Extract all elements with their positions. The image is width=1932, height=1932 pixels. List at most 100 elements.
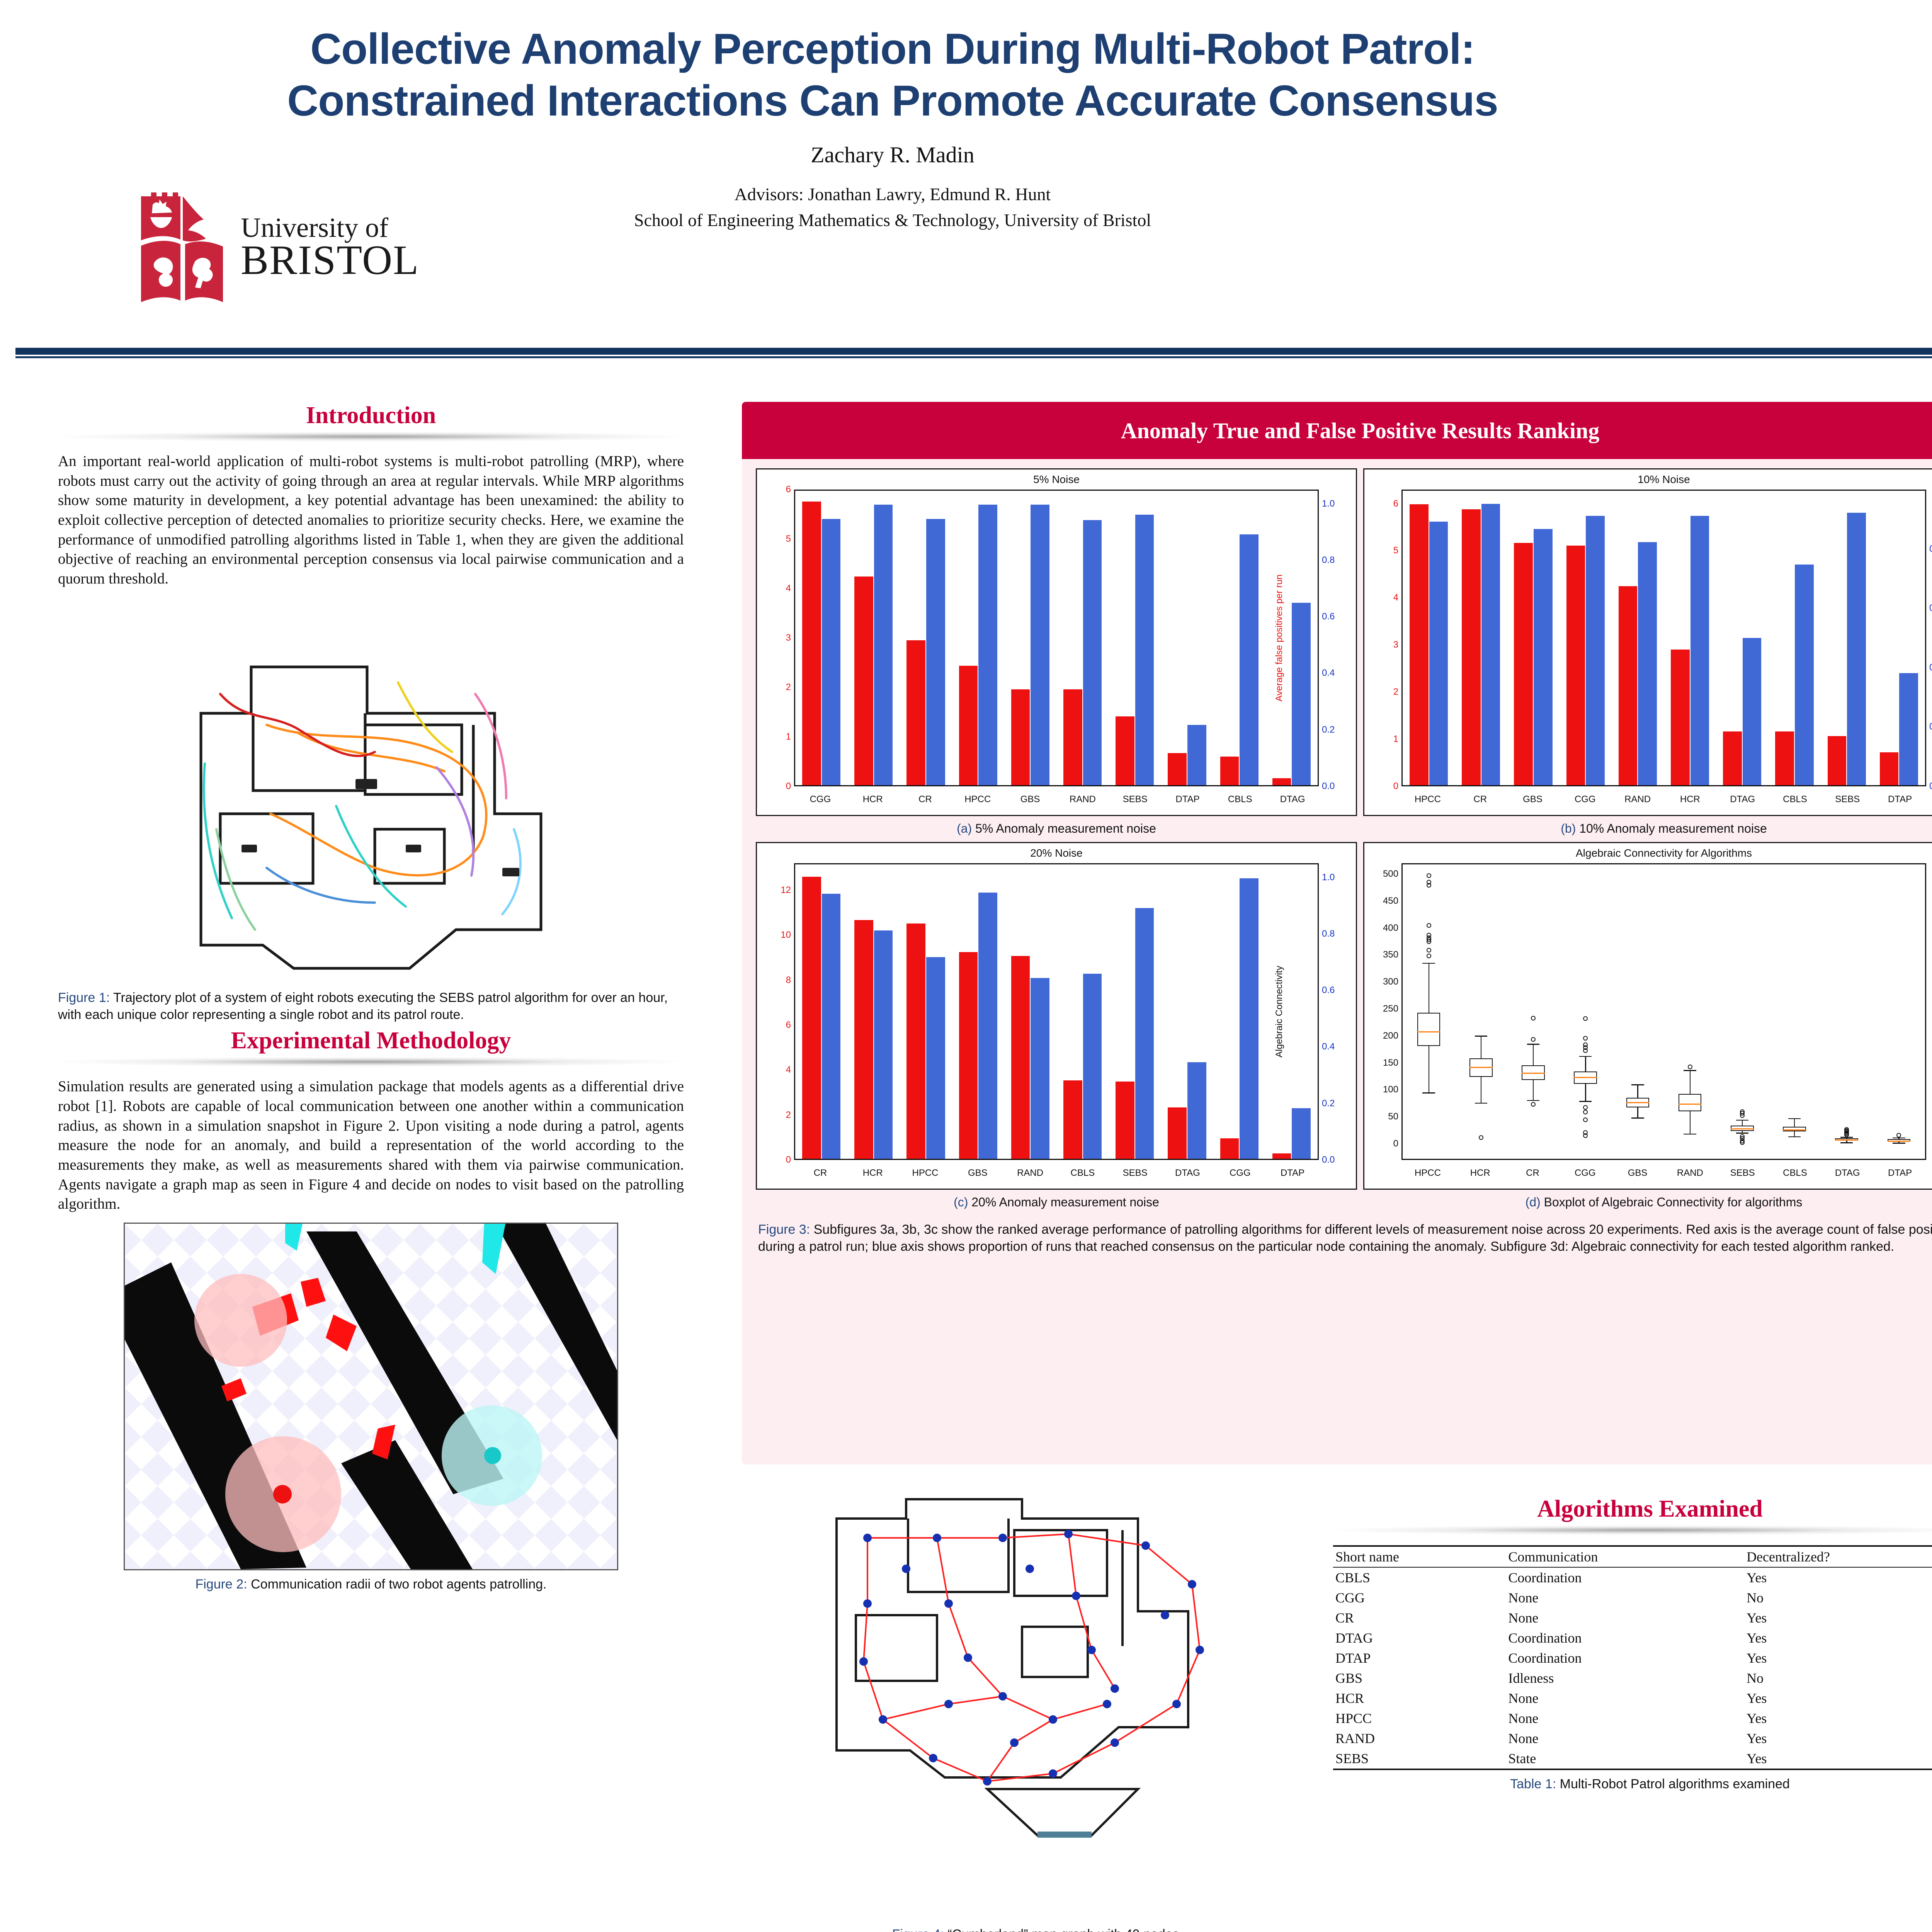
bar-consensus-proportion	[874, 930, 893, 1159]
bar-group	[1056, 864, 1109, 1159]
x-tick-label: DTAG	[1835, 1168, 1860, 1178]
y-tick-label-right: 0.0	[1322, 781, 1335, 791]
y-tick-label-left: 5	[786, 534, 791, 544]
bar-consensus-proportion	[874, 505, 893, 785]
x-tick-label: CBLS	[1228, 794, 1252, 804]
logo-line-bristol: BRISTOL	[241, 237, 420, 283]
table-cell: No	[1747, 1590, 1764, 1605]
table-cell: None	[1508, 1590, 1539, 1605]
x-tick-label: HCR	[1470, 1168, 1490, 1178]
bar-consensus-proportion	[1240, 878, 1259, 1159]
figure-1-label: Figure 1:	[58, 990, 110, 1005]
x-axis-tick-labels: CGG HCR CR HPCC GBS RAND SEBS DTAP CBLS DTAG	[794, 794, 1319, 805]
poster-header: University of BRISTOL Collective Anomaly…	[0, 0, 1932, 358]
bar-false-positives	[1168, 1107, 1187, 1159]
boxplot-outlier	[1426, 923, 1431, 928]
x-tick-label: DTAG	[1730, 794, 1755, 804]
x-tick-label: CR	[1473, 794, 1487, 804]
boxplot-whisker-cap	[1631, 1117, 1644, 1119]
figure-2-caption: Figure 2: Communication radii of two rob…	[58, 1576, 684, 1593]
x-axis-tick-labels: CR HCR HPCC GBS RAND CBLS SEBS DTAG CGG DTAP	[794, 1168, 1319, 1179]
table-row: GBS Idleness No	[1333, 1668, 1932, 1688]
y-tick-label-left: 0	[786, 781, 791, 791]
figure-4-caption: Figure 4: “Cumberland” map graph with 40…	[757, 1926, 1318, 1932]
boxplot-column	[1507, 864, 1559, 1159]
table-cell: CGG	[1335, 1590, 1365, 1605]
y-tick-label-left: 50	[1388, 1111, 1398, 1122]
x-tick-label: GBS	[1020, 794, 1040, 804]
x-tick-label: HPCC	[1414, 1168, 1441, 1178]
y-tick-label-left: 2	[786, 682, 791, 692]
bar-group	[1821, 491, 1873, 785]
table-cell: GBS	[1335, 1670, 1363, 1686]
x-tick-label: SEBS	[1835, 794, 1860, 804]
y-tick-label-right: 0.4	[1322, 1041, 1335, 1052]
x-tick-label: HCR	[862, 1168, 883, 1178]
y-tick-label-left: 10	[781, 930, 791, 940]
bar-group	[952, 864, 1004, 1159]
table-cell: None	[1508, 1690, 1539, 1706]
chart-title: Algebraic Connectivity for Algorithms	[1576, 847, 1752, 859]
section-rule	[58, 1057, 684, 1067]
bar-false-positives	[1116, 716, 1134, 785]
chart-panel-header: Anomaly True and False Positive Results …	[742, 402, 1932, 459]
y-tick-label-right: 0.0	[1929, 781, 1932, 791]
bar-group	[1507, 491, 1559, 785]
x-tick-label: CGG	[1574, 794, 1596, 804]
bar-group	[1161, 864, 1213, 1159]
bar-false-positives	[906, 640, 925, 785]
y-tick-label-right: 1.0	[1322, 498, 1335, 509]
bar-false-positives	[906, 923, 925, 1159]
boxplot-whisker-cap	[1579, 1056, 1592, 1057]
bar-consensus-proportion	[821, 519, 841, 785]
boxplot-column	[1716, 864, 1768, 1159]
x-axis-tick-labels: HPCC CR GBS CGG RAND HCR DTAG CBLS SEBS DTAP	[1401, 794, 1926, 805]
subfigure-c-text: 20% Anomaly measurement noise	[968, 1195, 1159, 1209]
boxplot-median-line	[1835, 1139, 1858, 1141]
table-cell: Coordination	[1508, 1570, 1582, 1585]
bar-consensus-proportion	[926, 519, 945, 785]
boxplot-column	[1873, 864, 1925, 1159]
y-tick-label-left: 5	[1393, 545, 1398, 556]
boxplot-whisker-cap	[1527, 1100, 1540, 1101]
plot-area	[1401, 863, 1926, 1160]
bar-consensus-proportion	[978, 505, 997, 785]
figure-3-label: Figure 3:	[758, 1222, 810, 1237]
section-heading-methodology: Experimental Methodology	[231, 1027, 511, 1054]
y-tick-label-right: 0.2	[1322, 1098, 1335, 1109]
subfigure-c-caption: (c) 20% Anomaly measurement noise	[756, 1190, 1357, 1216]
bar-group	[1455, 491, 1507, 785]
table-cell: Yes	[1747, 1751, 1767, 1766]
y-tick-label-right: 0.4	[1322, 668, 1335, 679]
figure-4-caption-text: “Cumberland” map graph with 40 nodes.	[944, 1927, 1183, 1932]
header-divider-thin	[15, 356, 1932, 358]
x-tick-label: CR	[1526, 1168, 1539, 1178]
x-tick-label: CGG	[1574, 1168, 1596, 1178]
header-divider	[15, 348, 1932, 355]
bar-false-positives	[1116, 1081, 1134, 1159]
table-cell: Coordination	[1508, 1650, 1582, 1666]
bar-consensus-proportion	[1031, 978, 1050, 1159]
figure-3-caption-text: Subfigures 3a, 3b, 3c show the ranked av…	[758, 1222, 1932, 1254]
plot-area	[1401, 490, 1926, 786]
y-tick-label-left: 6	[786, 1019, 791, 1030]
table-cell: Yes	[1747, 1690, 1767, 1706]
bar-false-positives	[1879, 752, 1899, 785]
bar-consensus-proportion	[1292, 603, 1311, 785]
bar-false-positives	[1063, 689, 1082, 785]
subfigure-a-text: 5% Anomaly measurement noise	[972, 821, 1156, 835]
bar-consensus-proportion	[978, 892, 997, 1159]
bristol-crest-icon	[137, 189, 230, 305]
y-tick-label-left: 2	[786, 1109, 791, 1120]
bar-false-positives	[854, 920, 873, 1159]
y-tick-label-left: 300	[1383, 976, 1398, 987]
table-cell: CR	[1335, 1610, 1354, 1626]
bar-group	[900, 864, 952, 1159]
x-tick-label: GBS	[1523, 794, 1543, 804]
subfigure-a-caption: (a) 5% Anomaly measurement noise	[756, 816, 1357, 842]
y-tick-label-left: 12	[781, 884, 791, 895]
boxplot-whisker-cap	[1788, 1118, 1801, 1119]
section-rule	[1333, 1525, 1932, 1535]
